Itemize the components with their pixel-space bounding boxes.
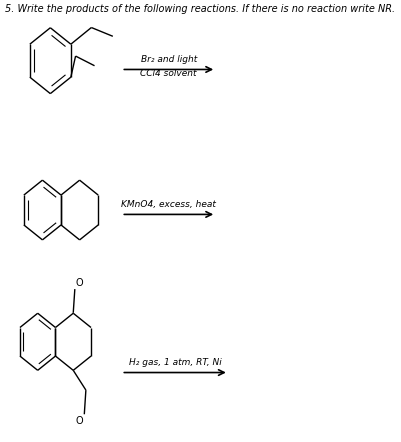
Text: O: O [76, 278, 83, 288]
Text: O: O [76, 415, 83, 426]
Text: KMnO4, excess, heat: KMnO4, excess, heat [122, 200, 216, 209]
Text: H₂ gas, 1 atm, RT, Ni: H₂ gas, 1 atm, RT, Ni [129, 358, 221, 367]
Text: 5. Write the products of the following reactions. If there is no reaction write : 5. Write the products of the following r… [4, 4, 395, 14]
Text: CCl4 solvent: CCl4 solvent [140, 69, 197, 79]
Text: Br₂ and light: Br₂ and light [141, 55, 197, 64]
